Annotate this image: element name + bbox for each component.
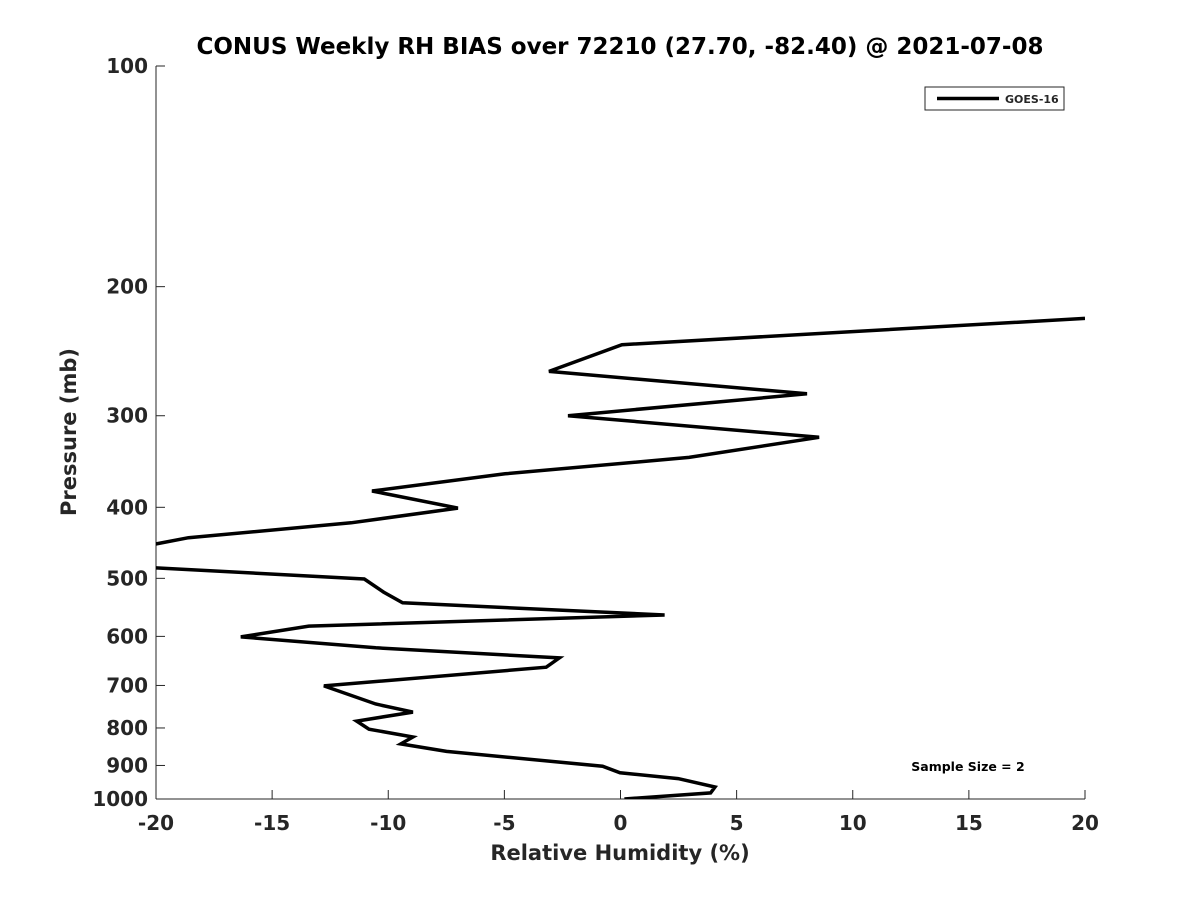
y-tick-label: 700 bbox=[106, 673, 148, 697]
y-tick-label: 800 bbox=[106, 716, 148, 740]
x-tick-label: -10 bbox=[370, 811, 406, 835]
x-tick-label: 10 bbox=[839, 811, 867, 835]
axes: -20 -15 -10 -5 0 5 10 15 20 100 200 300 400 500 600 700… bbox=[92, 54, 1099, 835]
legend: GOES-16 bbox=[924, 86, 1065, 111]
y-tick-label: 900 bbox=[106, 753, 148, 777]
y-tick-label: 400 bbox=[106, 495, 148, 519]
y-tick-label: 200 bbox=[106, 275, 148, 299]
y-tick-label: 600 bbox=[106, 624, 148, 648]
y-axis-label: Pressure (mb) bbox=[57, 348, 81, 516]
y-tick-label: 1000 bbox=[92, 787, 148, 811]
chart-title: CONUS Weekly RH BIAS over 72210 (27.70, … bbox=[196, 34, 1043, 60]
x-axis-label: Relative Humidity (%) bbox=[490, 841, 749, 865]
x-tick-label: 0 bbox=[614, 811, 628, 835]
x-tick-label: -5 bbox=[493, 811, 515, 835]
series-line-goes-16 bbox=[156, 316, 1085, 799]
sample-size-annotation: Sample Size = 2 bbox=[911, 759, 1024, 774]
y-tick-label: 300 bbox=[106, 404, 148, 428]
x-tick-label: 20 bbox=[1071, 811, 1099, 835]
x-tick-label: 15 bbox=[955, 811, 983, 835]
y-tick-label: 500 bbox=[106, 566, 148, 590]
y-tick-label: 100 bbox=[106, 54, 148, 78]
legend-label: GOES-16 bbox=[1005, 93, 1059, 106]
x-tick-label: -20 bbox=[138, 811, 174, 835]
x-tick-label: 5 bbox=[730, 811, 744, 835]
x-tick-label: -15 bbox=[254, 811, 290, 835]
